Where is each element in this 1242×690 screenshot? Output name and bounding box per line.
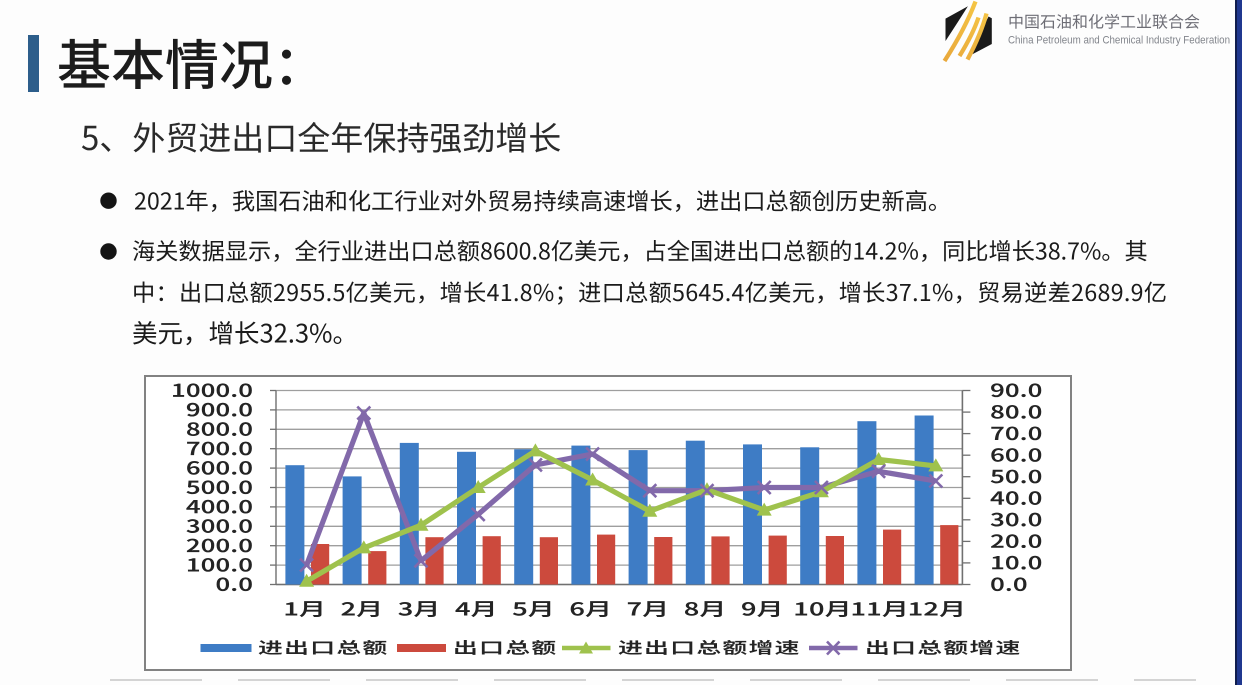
svg-text:China Petroleum and Chemical I: China Petroleum and Chemical Industry Fe… bbox=[1008, 35, 1230, 47]
